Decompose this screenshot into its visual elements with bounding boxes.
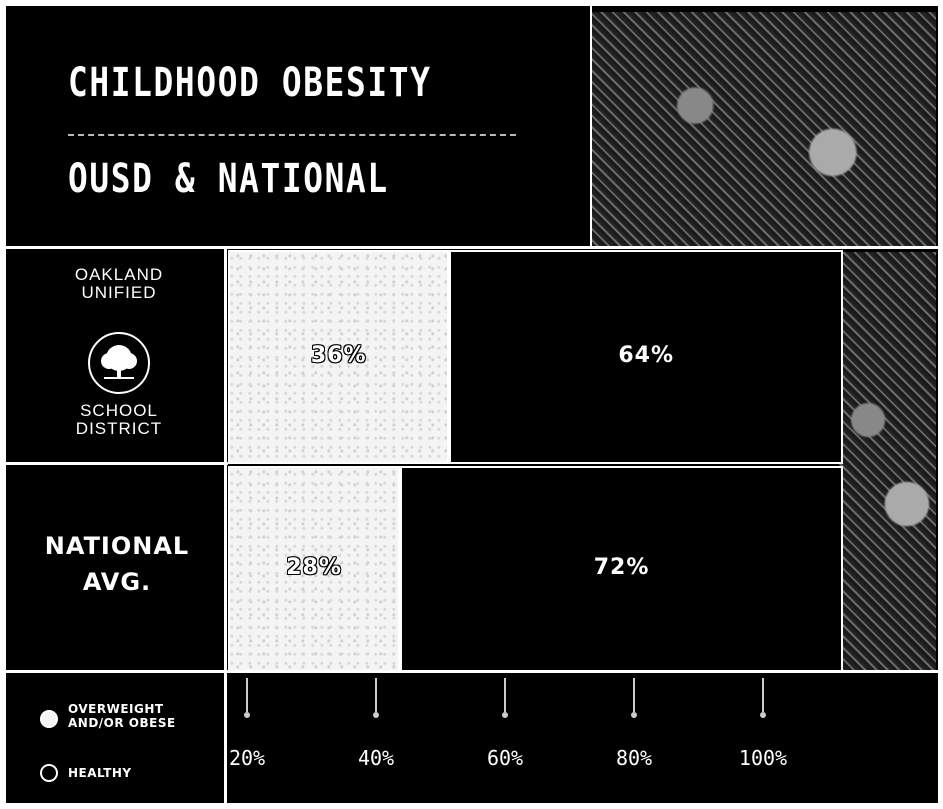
logo-text-bottom: SCHOOL DISTRICT — [75, 401, 163, 438]
side-photo — [839, 252, 936, 672]
healthy-legend-icon — [40, 764, 58, 782]
oak-tree-logo-icon — [88, 332, 150, 394]
bar-label-overweight: 36% — [310, 343, 367, 368]
bar-overweight — [228, 466, 401, 672]
title-line-2: OUSD & NATIONAL — [68, 156, 389, 202]
x-tick-dot — [502, 712, 508, 718]
x-tick-line — [246, 678, 248, 712]
x-tick-label: 20% — [228, 746, 266, 770]
infographic-frame: CHILDHOOD OBESITY OUSD & NATIONAL OAKLAN… — [4, 4, 940, 805]
divider — [224, 248, 227, 803]
row-label-national: NATIONAL AVG. — [44, 532, 190, 596]
x-tick-dot — [244, 712, 250, 718]
title-line-1: CHILDHOOD OBESITY — [68, 60, 432, 106]
overweight-legend-icon — [40, 710, 58, 728]
bar-overweight — [228, 250, 450, 464]
x-tick-dot — [760, 712, 766, 718]
x-tick-line — [504, 678, 506, 712]
bar-label-healthy: 72% — [593, 555, 650, 580]
x-tick-label: 100% — [738, 746, 788, 770]
x-tick-line — [375, 678, 377, 712]
divider — [6, 246, 938, 249]
x-tick-line — [762, 678, 764, 712]
x-tick-dot — [373, 712, 379, 718]
divider — [590, 6, 592, 248]
header-photo — [592, 12, 936, 246]
bar-healthy — [449, 250, 843, 464]
divider — [6, 462, 228, 465]
legend-overweight: OVERWEIGHT AND/OR OBESE — [68, 702, 176, 730]
logo-text-top: OAKLAND UNIFIED — [74, 265, 164, 302]
x-tick-label: 40% — [357, 746, 395, 770]
bar-label-healthy: 64% — [618, 343, 675, 368]
legend-healthy: HEALTHY — [68, 766, 132, 780]
title-divider — [68, 134, 516, 136]
x-tick-label: 80% — [615, 746, 653, 770]
x-tick-line — [633, 678, 635, 712]
bar-healthy — [400, 466, 843, 672]
x-tick-dot — [631, 712, 637, 718]
x-tick-label: 60% — [486, 746, 524, 770]
bar-label-overweight: 28% — [286, 555, 342, 580]
